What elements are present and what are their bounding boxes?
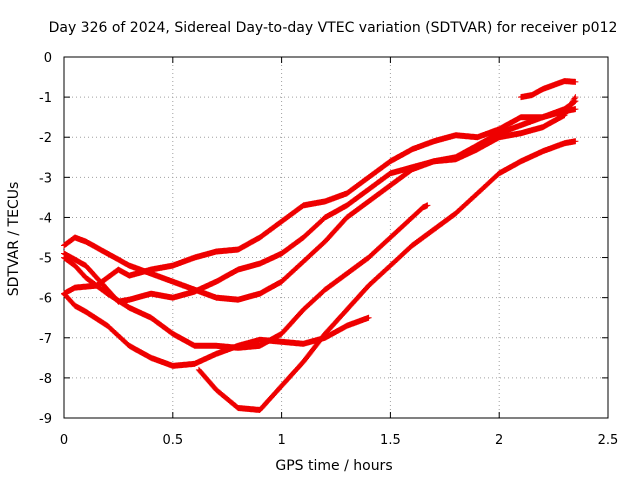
y-tick-label: -4 bbox=[39, 211, 52, 226]
y-tick-label: -5 bbox=[39, 252, 52, 267]
y-tick-label: -2 bbox=[39, 131, 52, 146]
x-tick-label: 1 bbox=[277, 433, 285, 448]
grid bbox=[64, 57, 608, 418]
data-series: track 1track 2track 3track 4track 5track… bbox=[61, 78, 579, 413]
y-tick-label: -3 bbox=[39, 171, 52, 186]
y-tick-label: 0 bbox=[44, 51, 52, 66]
x-tick-label: 2.5 bbox=[598, 433, 619, 448]
y-tick-label: -7 bbox=[39, 332, 52, 347]
data-series-markers bbox=[195, 138, 579, 413]
x-tick-label: 0 bbox=[60, 433, 68, 448]
x-axis-title: GPS time / hours bbox=[275, 458, 392, 474]
y-axis-title: SDTVAR / TECUs bbox=[6, 182, 22, 297]
y-tick-label: -8 bbox=[39, 372, 52, 387]
x-tick-label: 0.5 bbox=[162, 433, 183, 448]
data-series-7: track 7 bbox=[518, 78, 579, 101]
x-tick-label: 1.5 bbox=[380, 433, 401, 448]
data-series-5: track 5 bbox=[61, 290, 372, 369]
data-series-markers bbox=[518, 78, 579, 101]
x-tick-label: 2 bbox=[495, 433, 503, 448]
axis-ticks: 0 0.5 1 1.5 2 2.5 0 -1 -2 -3 -4 -5 -6 -7 -8 -9 bbox=[39, 51, 618, 448]
y-tick-label: -9 bbox=[39, 412, 52, 427]
data-series-4: track 4 bbox=[61, 202, 431, 351]
data-series-markers bbox=[61, 202, 431, 351]
chart-title: Day 326 of 2024, Sidereal Day-to-day VTE… bbox=[49, 20, 618, 36]
plot-frame bbox=[63, 56, 609, 419]
y-tick-label: -6 bbox=[39, 292, 52, 307]
data-series-markers bbox=[61, 290, 372, 369]
data-series-6: track 6 bbox=[195, 138, 579, 413]
y-tick-label: -1 bbox=[39, 91, 52, 106]
